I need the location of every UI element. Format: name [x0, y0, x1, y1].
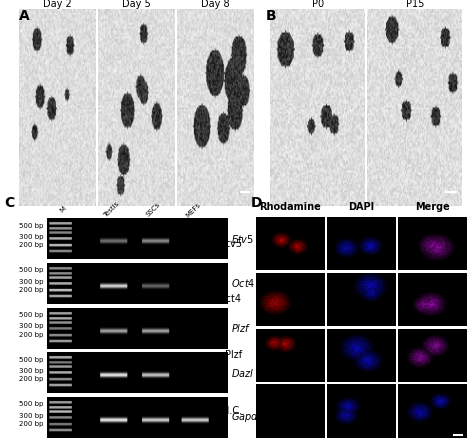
Text: DAPI: DAPI — [348, 202, 374, 212]
Text: 200 bp: 200 bp — [19, 421, 44, 427]
Text: Rhodamine: Rhodamine — [259, 202, 321, 212]
Text: 300 bp: 300 bp — [19, 413, 44, 419]
Text: 200 bp: 200 bp — [19, 376, 44, 382]
Text: 500 bp: 500 bp — [19, 401, 44, 407]
Title: Day 2: Day 2 — [43, 0, 72, 9]
Text: A: A — [19, 9, 30, 23]
Text: MEFs: MEFs — [184, 201, 201, 218]
Text: Merge: Merge — [415, 202, 450, 212]
Title: P0: P0 — [311, 0, 324, 9]
Text: D: D — [251, 196, 263, 210]
Text: $\it{Etv5}$: $\it{Etv5}$ — [231, 233, 254, 245]
Text: 200 bp: 200 bp — [19, 287, 44, 293]
Text: C: C — [5, 196, 15, 210]
Text: B: B — [265, 9, 276, 23]
Title: Day 5: Day 5 — [122, 0, 151, 9]
Text: 200 bp: 200 bp — [19, 332, 44, 337]
Text: Etv5: Etv5 — [220, 239, 242, 249]
Text: 500 bp: 500 bp — [19, 267, 44, 273]
Text: Testis: Testis — [103, 201, 121, 219]
Text: 500 bp: 500 bp — [19, 312, 44, 318]
Text: N.C.: N.C. — [222, 406, 242, 416]
Text: 500 bp: 500 bp — [19, 357, 44, 363]
Text: SSCs: SSCs — [145, 202, 162, 218]
Text: 300 bp: 300 bp — [19, 368, 44, 374]
Text: 300 bp: 300 bp — [19, 234, 44, 240]
Text: Plzf: Plzf — [225, 350, 242, 360]
Title: P15: P15 — [406, 0, 424, 9]
Text: Oct4: Oct4 — [219, 295, 242, 304]
Text: $\it{Oct4}$: $\it{Oct4}$ — [231, 278, 255, 289]
Title: Day 8: Day 8 — [201, 0, 229, 9]
Text: 500 bp: 500 bp — [19, 223, 44, 228]
Text: $\it{Dazl}$: $\it{Dazl}$ — [231, 367, 255, 379]
Text: $\it{Plzf}$: $\it{Plzf}$ — [231, 322, 252, 334]
Text: 300 bp: 300 bp — [19, 279, 44, 285]
Text: M: M — [59, 206, 67, 214]
Text: 200 bp: 200 bp — [19, 242, 44, 248]
Text: $\it{Gapdh}$: $\it{Gapdh}$ — [231, 410, 264, 425]
Text: 300 bp: 300 bp — [19, 324, 44, 329]
